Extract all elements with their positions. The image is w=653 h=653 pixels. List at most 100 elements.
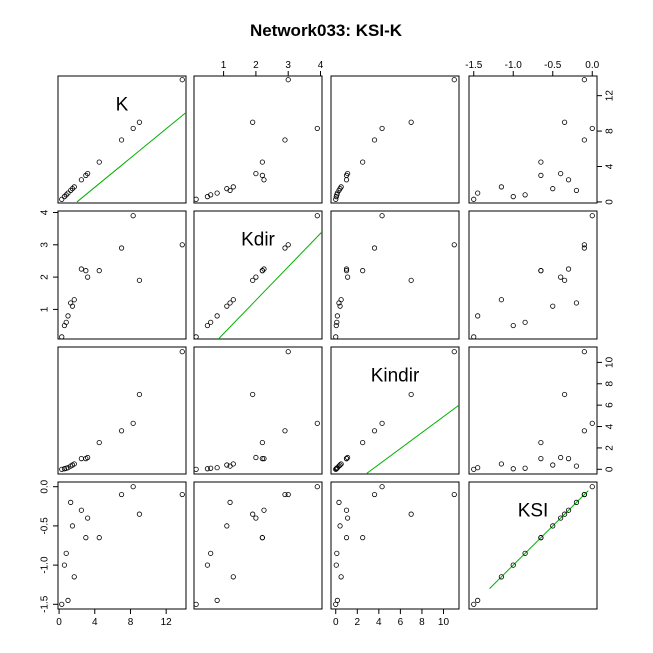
tick-label: 0.0 xyxy=(585,60,599,71)
data-point xyxy=(59,334,65,340)
data-point xyxy=(581,137,587,143)
data-point xyxy=(538,159,544,165)
data-point xyxy=(314,484,320,490)
data-point xyxy=(510,562,516,568)
data-point xyxy=(78,456,84,462)
data-point xyxy=(581,245,587,251)
data-point xyxy=(538,439,544,446)
data-point xyxy=(538,172,544,178)
tick-label: 8 xyxy=(419,617,425,628)
data-point xyxy=(83,535,89,541)
data-point xyxy=(343,268,350,274)
tick-label: 3 xyxy=(285,60,291,71)
data-point xyxy=(581,491,587,498)
data-point xyxy=(510,466,516,472)
fit-line xyxy=(365,404,459,474)
panel-ksi-vs-kindir xyxy=(330,481,460,610)
panel-frame xyxy=(330,210,460,340)
tick-label: -0.5 xyxy=(40,517,51,535)
data-point xyxy=(379,213,385,219)
data-point xyxy=(522,192,528,198)
data-point xyxy=(193,466,199,472)
data-point xyxy=(344,454,351,461)
tick-label: 2 xyxy=(605,445,616,451)
data-point xyxy=(65,597,71,603)
data-point xyxy=(589,125,595,132)
panel-frame xyxy=(330,346,460,475)
data-point xyxy=(565,456,572,462)
data-point xyxy=(68,499,74,505)
data-point xyxy=(475,313,481,319)
data-point xyxy=(65,190,71,196)
panel-k-vs-kindir xyxy=(330,75,460,204)
tick-label: 4 xyxy=(376,617,382,628)
panel-kindir-vs-k xyxy=(57,346,187,475)
panel-kdir-vs-kindir xyxy=(330,210,460,340)
data-point xyxy=(343,456,350,462)
data-point xyxy=(96,159,102,165)
data-point xyxy=(261,177,267,183)
data-point xyxy=(333,334,339,340)
data-point xyxy=(408,277,414,283)
data-point xyxy=(408,391,414,398)
tick-label: 10 xyxy=(438,617,450,628)
axis-top-ksi: -1.5 -1.0 -0.5 0.0 xyxy=(465,60,600,77)
data-point xyxy=(581,428,587,434)
data-point xyxy=(259,439,265,446)
data-point xyxy=(59,196,65,202)
data-point xyxy=(314,125,320,132)
data-point xyxy=(253,454,259,461)
data-point xyxy=(179,491,185,498)
data-point xyxy=(204,322,211,329)
panel-frame xyxy=(330,481,460,610)
panel-frame xyxy=(468,75,598,204)
data-point xyxy=(85,454,91,461)
data-point xyxy=(193,601,199,607)
data-point xyxy=(85,274,91,280)
data-point xyxy=(259,159,265,165)
data-point xyxy=(63,319,69,325)
data-point xyxy=(96,535,102,541)
tick-label: 2 xyxy=(355,617,361,628)
data-point xyxy=(338,297,344,303)
variable-label-ksi: KSI xyxy=(518,500,549,521)
data-point xyxy=(285,77,291,83)
data-point xyxy=(475,465,481,471)
data-point xyxy=(475,190,481,196)
data-point xyxy=(333,466,339,472)
data-point xyxy=(250,277,256,283)
data-point xyxy=(130,420,136,426)
tick-label: 12 xyxy=(605,90,616,102)
data-point xyxy=(451,77,457,83)
data-point xyxy=(69,523,76,529)
data-point xyxy=(285,349,291,355)
data-point xyxy=(71,297,77,303)
panel-kindir-vs-kindir: Kindir xyxy=(330,346,460,475)
variable-label-kdir: Kdir xyxy=(241,230,275,251)
tick-label: 0 xyxy=(605,199,616,205)
data-point xyxy=(78,266,84,272)
data-point xyxy=(558,274,564,280)
panel-k-vs-kdir xyxy=(193,75,323,204)
data-point xyxy=(71,461,77,467)
data-point xyxy=(118,245,125,251)
data-point xyxy=(118,491,125,498)
axis-right-kindir: 0 2 4 6 8 10 xyxy=(596,356,616,472)
data-point xyxy=(204,562,211,568)
data-point xyxy=(337,303,343,309)
panel-frame xyxy=(57,346,187,475)
data-point xyxy=(208,550,214,556)
data-point xyxy=(498,297,504,303)
axis-left-kdir: 1 2 3 4 xyxy=(40,209,59,312)
tick-label: 2 xyxy=(253,60,259,71)
data-point xyxy=(344,515,351,521)
panel-frame xyxy=(57,481,187,610)
data-point xyxy=(65,465,71,471)
data-point xyxy=(136,119,143,125)
tick-label: -1.5 xyxy=(465,60,483,71)
tick-label: 4 xyxy=(40,209,51,215)
tick-label: 2 xyxy=(40,274,51,280)
data-point xyxy=(118,137,125,143)
data-point xyxy=(71,574,77,580)
data-point xyxy=(261,456,267,462)
